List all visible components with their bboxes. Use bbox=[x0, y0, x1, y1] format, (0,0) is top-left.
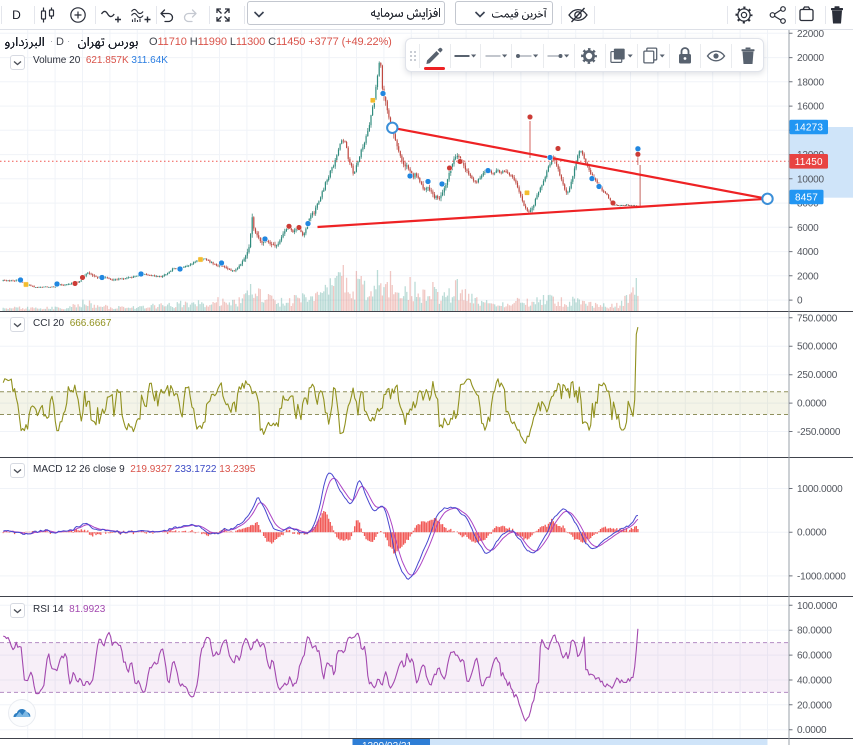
svg-text:0: 0 bbox=[797, 296, 803, 307]
svg-text:11450: 11450 bbox=[795, 157, 823, 168]
svg-text:-250.0000: -250.0000 bbox=[797, 427, 841, 438]
svg-text:4000: 4000 bbox=[797, 247, 819, 258]
svg-text:16000: 16000 bbox=[797, 102, 824, 113]
svg-text:-1000.0000: -1000.0000 bbox=[797, 571, 846, 582]
svg-text:20000: 20000 bbox=[797, 53, 824, 64]
svg-text:10000: 10000 bbox=[797, 174, 824, 185]
svg-text:22000: 22000 bbox=[797, 29, 824, 40]
svg-text:8457: 8457 bbox=[795, 193, 818, 204]
svg-text:60.0000: 60.0000 bbox=[797, 651, 832, 662]
svg-text:20.0000: 20.0000 bbox=[797, 700, 832, 711]
svg-text:1000.0000: 1000.0000 bbox=[797, 484, 843, 495]
svg-text:750.0000: 750.0000 bbox=[797, 313, 838, 324]
svg-text:2000: 2000 bbox=[797, 271, 819, 282]
svg-text:0.0000: 0.0000 bbox=[797, 725, 827, 736]
svg-text:1399/02/21: 1399/02/21 bbox=[362, 741, 412, 745]
svg-text:6000: 6000 bbox=[797, 223, 819, 234]
svg-text:0.0000: 0.0000 bbox=[797, 399, 827, 410]
svg-text:250.0000: 250.0000 bbox=[797, 370, 838, 381]
svg-text:14273: 14273 bbox=[794, 123, 823, 134]
svg-text:500.0000: 500.0000 bbox=[797, 342, 838, 353]
svg-text:0.0000: 0.0000 bbox=[797, 528, 827, 539]
svg-text:40.0000: 40.0000 bbox=[797, 676, 832, 687]
svg-text:100.0000: 100.0000 bbox=[797, 601, 838, 612]
svg-text:18000: 18000 bbox=[797, 77, 824, 88]
svg-text:80.0000: 80.0000 bbox=[797, 626, 832, 637]
